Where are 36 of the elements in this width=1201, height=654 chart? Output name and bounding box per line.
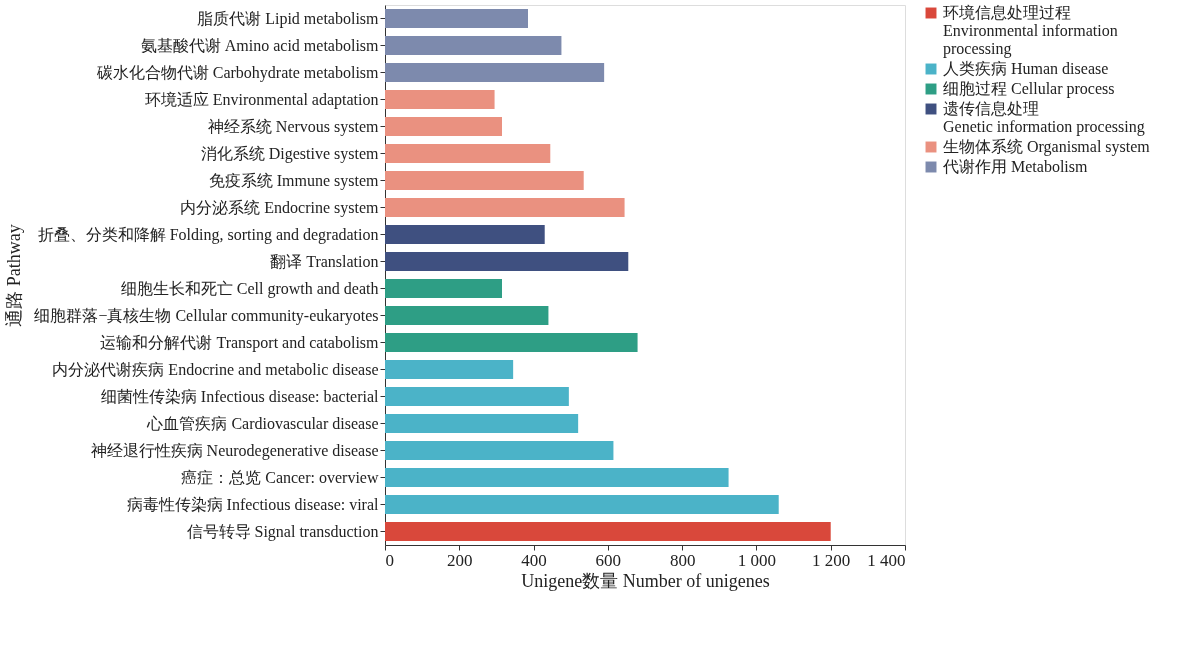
y-tick-label: 消化系统 Digestive system — [200, 144, 380, 163]
y-tick-label: 细胞生长和死亡 Cell growth and death — [120, 279, 379, 298]
y-axis-title: 通路 Pathway — [3, 224, 24, 327]
x-tick-label: 400 — [521, 550, 547, 570]
y-tick-label: 氨基酸代谢 Amino acid metabolism — [140, 36, 380, 54]
legend-label: 生物体系统 Organismal system — [943, 138, 1151, 156]
y-tick-label: 翻译 Translation — [270, 252, 379, 270]
y-tick-label: 癌症：总览 Cancer: overview — [181, 468, 379, 486]
y-tick-label: 环境适应 Environmental adaptation — [144, 90, 379, 109]
y-tick-label: 心血管疾病 Cardiovascular disease — [146, 414, 379, 432]
y-tick-label: 内分泌代谢疾病 Endocrine and metabolic disease — [52, 360, 379, 378]
legend-label: 遗传信息处理 Genetic information processing — [943, 100, 1145, 136]
y-tick-label: 信号转导 Signal transduction — [186, 522, 379, 541]
y-tick-label: 脂质代谢 Lipid metabolism — [197, 9, 380, 28]
y-tick-label: 免疫系统 Immune system — [208, 171, 380, 190]
x-tick-label: 1 400 — [867, 550, 906, 570]
x-tick-label: 200 — [447, 550, 473, 570]
y-tick-label: 病毒性传染病 Infectious disease: viral — [126, 495, 380, 513]
x-tick-label: 1 200 — [812, 550, 851, 570]
legend-label: 细胞过程 Cellular process — [943, 80, 1115, 98]
x-tick-label: 800 — [669, 550, 696, 570]
legend-label: 人类疾病 Human disease — [943, 60, 1109, 77]
y-tick-label: 神经系统 Nervous system — [207, 117, 380, 136]
y-tick-label: 细菌性传染病 Infectious disease: bacterial — [100, 387, 380, 405]
y-tick-label: 神经退行性疾病 Neurodegenerative disease — [90, 441, 379, 460]
x-tick-label: 0 — [385, 550, 394, 570]
x-tick-label: 1 000 — [737, 550, 777, 570]
x-axis-title: Unigene数量 Number of unigenes — [521, 570, 770, 591]
y-tick-label: 碳水化合物代谢 Carbohydrate metabolism — [95, 63, 380, 82]
legend-label: 环境信息处理过程 Environmental information processing — [943, 4, 1118, 58]
legend-label: 代谢作用 Metabolism — [942, 158, 1088, 175]
y-tick-label: 细胞群落−真核生物 Cellular community-eukaryotes — [34, 306, 379, 325]
y-tick-label: 折叠、分类和降解 Folding, sorting and degradation — [37, 225, 379, 244]
x-tick-label: 600 — [595, 550, 622, 570]
y-tick-label: 内分泌系统 Endocrine system — [180, 198, 380, 217]
y-tick-label: 运输和分解代谢 Transport and catabolism — [100, 333, 380, 352]
